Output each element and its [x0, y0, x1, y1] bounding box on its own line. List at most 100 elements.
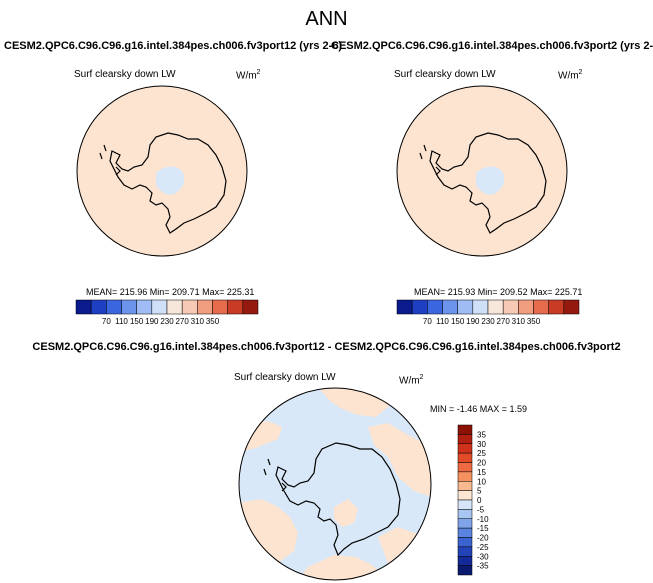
peninsula-islands [419, 144, 441, 176]
colorbar-swatch [457, 424, 473, 435]
colorbar-swatch [457, 537, 473, 548]
peninsula-islands [99, 144, 121, 176]
colorbar-swatch [227, 299, 244, 315]
colorbar-swatch [106, 299, 122, 315]
colorbar-tick-label: 350 [206, 317, 220, 326]
colorbar-swatch [151, 299, 168, 315]
diff-polar-map [238, 387, 432, 581]
colorbar-tick-label: -15 [477, 524, 489, 533]
colorbar-tick-label: 350 [527, 317, 541, 326]
colorbar-swatch [457, 499, 473, 510]
colorbar-tick-label: 70 [102, 317, 111, 326]
colorbar-tick-label: 190 [145, 317, 159, 326]
panel1-colorbar: 70 110 150 190 230 270 310 350 [75, 299, 259, 326]
colorbar-tick-label: -10 [477, 515, 489, 524]
antarctica-coastline [429, 132, 547, 234]
diff-units: W/m2 [399, 374, 424, 387]
colorbar-swatch [396, 299, 413, 315]
antarctica-coastline [109, 132, 227, 234]
diff-title: CESM2.QPC6.C96.C96.g16.intel.384pes.ch00… [32, 341, 621, 353]
colorbar-tick-label: 230 [481, 317, 495, 326]
colorbar-swatch [533, 299, 549, 315]
colorbar-swatch [442, 299, 458, 315]
colorbar-swatch [457, 471, 473, 482]
page-title: ANN [305, 8, 348, 30]
colorbar-swatch [212, 299, 228, 315]
colorbar-tick-label: 110 [115, 317, 128, 326]
colorbar-tick-label: 25 [477, 449, 486, 458]
peninsula-islands [263, 458, 287, 492]
colorbar-swatch [457, 481, 473, 491]
colorbar-tick-label: 150 [451, 317, 465, 326]
panel2-units: W/m2 [558, 69, 583, 82]
colorbar-tick-label: 0 [477, 496, 482, 505]
ice-shelf-region [476, 166, 505, 195]
colorbar-tick-label: 35 [477, 430, 486, 439]
colorbar-tick-label: 270 [175, 317, 189, 326]
colorbar-tick-label: 15 [477, 468, 486, 477]
colorbar-tick-label: 70 [423, 317, 432, 326]
colorbar-tick-label: -30 [477, 552, 489, 561]
panel2-stats: MEAN= 215.93 Min= 209.52 Max= 225.71 [414, 287, 583, 297]
colorbar-tick-label: 310 [191, 317, 205, 326]
colorbar-swatch [90, 299, 107, 315]
colorbar-tick-label: 5 [477, 487, 482, 496]
colorbar-swatch [457, 452, 473, 463]
panel1-stats: MEAN= 215.96 Min= 209.71 Max= 225.31 [86, 287, 255, 297]
colorbar-tick-label: 110 [436, 317, 449, 326]
colorbar-swatch [502, 299, 519, 315]
colorbar-swatch [242, 299, 259, 315]
colorbar-swatch [457, 462, 473, 473]
antarctica-coastline [275, 442, 401, 557]
warm-region-south [298, 555, 388, 580]
colorbar-tick-label: -5 [477, 505, 485, 514]
diff-stats: MIN = -1.46 MAX = 1.59 [430, 404, 528, 414]
panel1-case-title: CESM2.QPC6.C96.C96.g16.intel.384pes.ch00… [4, 40, 343, 52]
colorbar-swatch [457, 299, 474, 315]
colorbar-swatch [457, 490, 473, 501]
colorbar-tick-label: 230 [160, 317, 174, 326]
ice-shelf-region [156, 166, 185, 195]
colorbar-swatch [457, 518, 473, 529]
colorbar-swatch [411, 299, 428, 315]
warm-region-inner [334, 499, 358, 527]
colorbar-tick-label: 150 [130, 317, 144, 326]
colorbar-tick-label: 30 [477, 440, 486, 449]
panel2-polar-map [396, 85, 568, 257]
diff-variable-label: Surf clearsky down LW [234, 372, 336, 383]
colorbar-tick-label: 190 [466, 317, 480, 326]
map-border [396, 85, 568, 257]
colorbar-swatch [166, 299, 183, 315]
panel1-polar-map [76, 85, 248, 257]
colorbar-swatch [457, 556, 473, 566]
colorbar-swatch [472, 299, 489, 315]
colorbar-tick-label: 20 [477, 459, 486, 468]
colorbar-tick-label: -20 [477, 534, 489, 543]
colorbar-swatch [457, 434, 473, 444]
colorbar-swatch [121, 299, 137, 315]
colorbar-swatch [548, 299, 565, 315]
panel2-variable-label: Surf clearsky down LW [394, 69, 496, 80]
colorbar-swatch [563, 299, 580, 315]
colorbar-swatch [487, 299, 504, 315]
colorbar-tick-label: 310 [512, 317, 526, 326]
colorbar-swatch [457, 565, 473, 576]
colorbar-swatch [197, 299, 213, 315]
colorbar-swatch [518, 299, 534, 315]
warm-region-east [368, 423, 431, 497]
warm-region-southeast [378, 527, 431, 580]
colorbar-swatch [75, 299, 92, 315]
map-border [76, 85, 248, 257]
colorbar-swatch [457, 527, 473, 538]
colorbar-swatch [457, 443, 473, 454]
colorbar-tick-label: -25 [477, 543, 489, 552]
map-border [238, 387, 432, 581]
panel1-units: W/m2 [236, 69, 261, 82]
colorbar-tick-label: 10 [477, 477, 486, 486]
panel2-case-title: CESM2.QPC6.C96.C96.g16.intel.384pes.ch00… [331, 40, 653, 52]
colorbar-swatch [457, 546, 473, 557]
colorbar-swatch [181, 299, 198, 315]
colorbar-swatch [136, 299, 153, 315]
colorbar-swatch [427, 299, 443, 315]
